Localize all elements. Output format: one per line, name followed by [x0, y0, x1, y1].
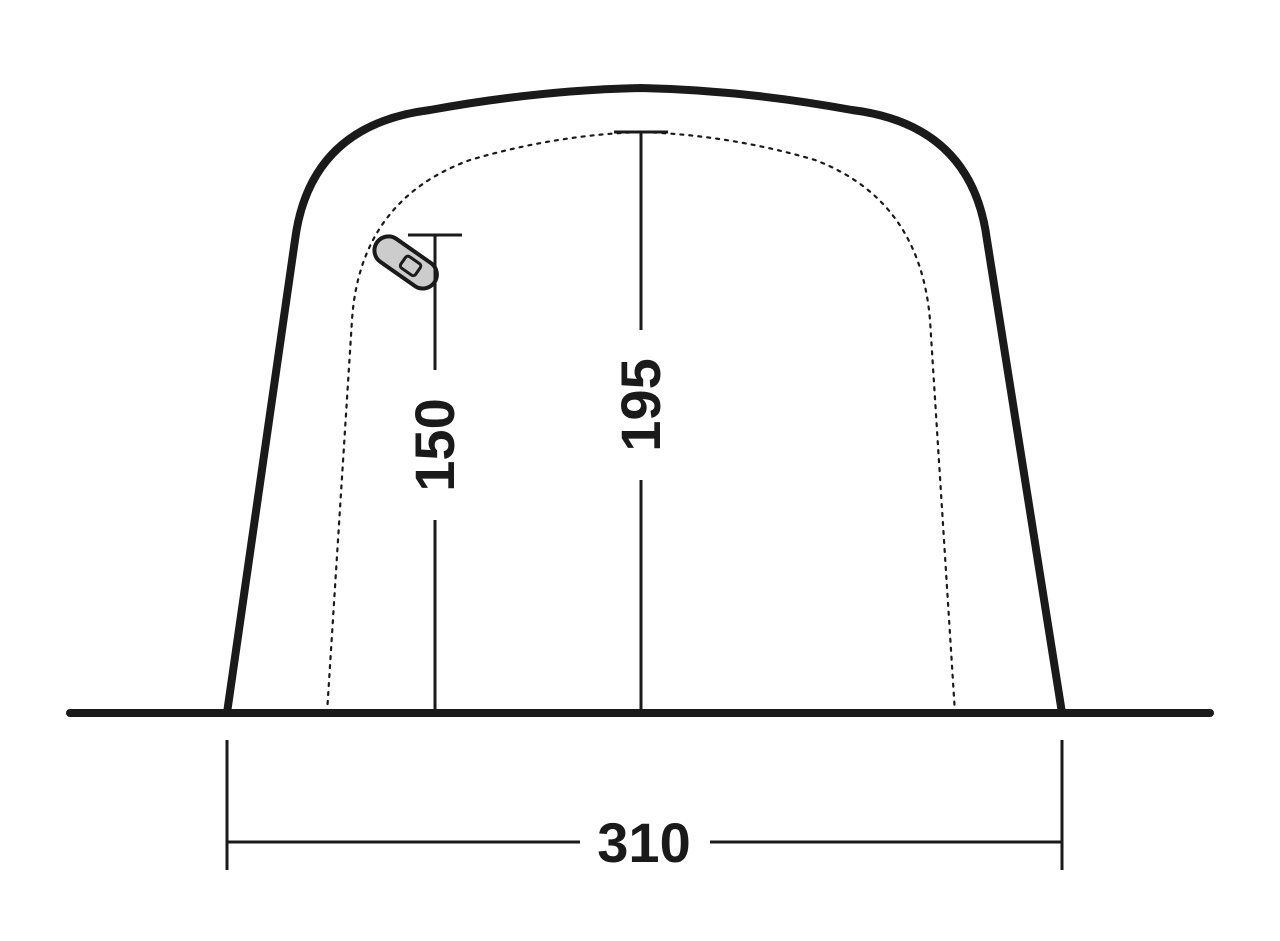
center-height-dimension: 195 [604, 132, 678, 713]
door-height-label: 150 [403, 398, 466, 491]
width-dimension: 310 [227, 740, 1062, 874]
width-label: 310 [597, 811, 690, 874]
zipper-pull-icon [369, 231, 442, 294]
center-height-label: 195 [609, 358, 672, 451]
door-height-dimension: 150 [398, 235, 472, 713]
